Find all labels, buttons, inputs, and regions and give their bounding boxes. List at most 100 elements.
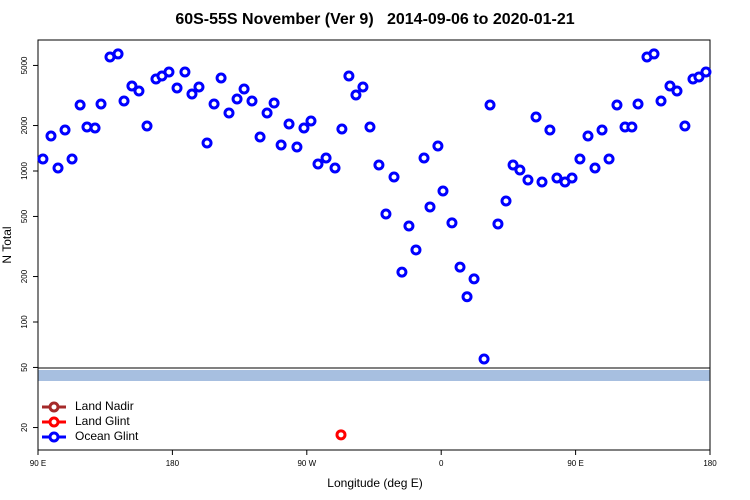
data-point (507, 159, 519, 171)
data-point (380, 208, 392, 220)
data-point (536, 176, 548, 188)
data-point (357, 81, 369, 93)
data-point (335, 429, 347, 441)
data-point (454, 261, 466, 273)
data-point (275, 139, 287, 151)
data-point (133, 85, 145, 97)
data-point (186, 88, 198, 100)
legend-marker (48, 416, 60, 428)
data-point (179, 66, 191, 78)
x-tick-label: 90 E (567, 459, 583, 468)
data-point (268, 97, 280, 109)
data-point (544, 124, 556, 136)
chart-title: 60S-55S November (Ver 9) 2014-09-06 to 2… (175, 11, 574, 28)
legend-marker (48, 431, 60, 443)
data-point (95, 98, 107, 110)
data-point (632, 98, 644, 110)
y-axis-label: N Total (0, 226, 14, 263)
data-point (484, 99, 496, 111)
data-point (492, 218, 504, 230)
data-point (655, 95, 667, 107)
data-point (89, 122, 101, 134)
data-point (611, 99, 623, 111)
data-point (350, 89, 362, 101)
data-point (283, 118, 295, 130)
data-point (261, 107, 273, 119)
data-point (603, 153, 615, 165)
x-tick-label: 180 (703, 459, 717, 468)
plot-frame (37, 39, 711, 451)
data-point (437, 185, 449, 197)
data-point (37, 153, 49, 165)
data-point (163, 66, 175, 78)
data-point (112, 48, 124, 60)
data-point (446, 217, 458, 229)
data-point (364, 121, 376, 133)
data-point (52, 162, 64, 174)
data-point (291, 141, 303, 153)
data-point (582, 130, 594, 142)
x-axis-label: Longitude (deg E) (327, 476, 422, 490)
data-point (522, 174, 534, 186)
data-point (320, 152, 332, 164)
y-tick-label: 1000 (20, 162, 29, 180)
data-point (305, 115, 317, 127)
x-tick-label: 90 W (297, 459, 316, 468)
data-point (500, 195, 512, 207)
y-tick-label: 200 (20, 269, 29, 283)
data-point (201, 137, 213, 149)
data-point (118, 95, 130, 107)
y-tick-label: 500 (20, 209, 29, 223)
data-point (461, 291, 473, 303)
data-point (171, 82, 183, 94)
data-point (424, 201, 436, 213)
data-point (126, 80, 138, 92)
data-point (74, 99, 86, 111)
data-point (418, 152, 430, 164)
data-point (396, 266, 408, 278)
data-point (664, 80, 676, 92)
y-tick-label: 100 (20, 315, 29, 329)
data-point (45, 130, 57, 142)
data-point (141, 120, 153, 132)
data-point (388, 171, 400, 183)
x-tick-label: 90 E (30, 459, 46, 468)
separator-band (38, 370, 710, 381)
data-point (246, 95, 258, 107)
data-point (551, 172, 563, 184)
x-tick-label: 0 (439, 459, 444, 468)
data-point (254, 131, 266, 143)
legend-label: Ocean Glint (75, 429, 139, 443)
data-point (468, 273, 480, 285)
data-point (208, 98, 220, 110)
data-point (478, 353, 490, 365)
data-point (432, 140, 444, 152)
legend-marker (48, 401, 60, 413)
data-point (193, 81, 205, 93)
data-point (215, 72, 227, 84)
data-point (298, 122, 310, 134)
data-point (700, 66, 712, 78)
data-point (410, 244, 422, 256)
data-point (596, 124, 608, 136)
data-point (336, 123, 348, 135)
y-tick-label: 50 (20, 362, 29, 371)
data-point (693, 71, 705, 83)
data-point (626, 121, 638, 133)
data-point (566, 172, 578, 184)
data-point (679, 120, 691, 132)
y-tick-label: 2000 (20, 116, 29, 134)
data-point (223, 107, 235, 119)
x-tick-label: 180 (166, 459, 180, 468)
data-point (574, 153, 586, 165)
data-point (59, 124, 71, 136)
data-point (343, 70, 355, 82)
y-tick-label: 5000 (20, 56, 29, 74)
legend-label: Land Nadir (75, 399, 134, 413)
data-point (66, 153, 78, 165)
data-point (589, 162, 601, 174)
data-point (648, 48, 660, 60)
data-point (530, 111, 542, 123)
data-point (231, 93, 243, 105)
